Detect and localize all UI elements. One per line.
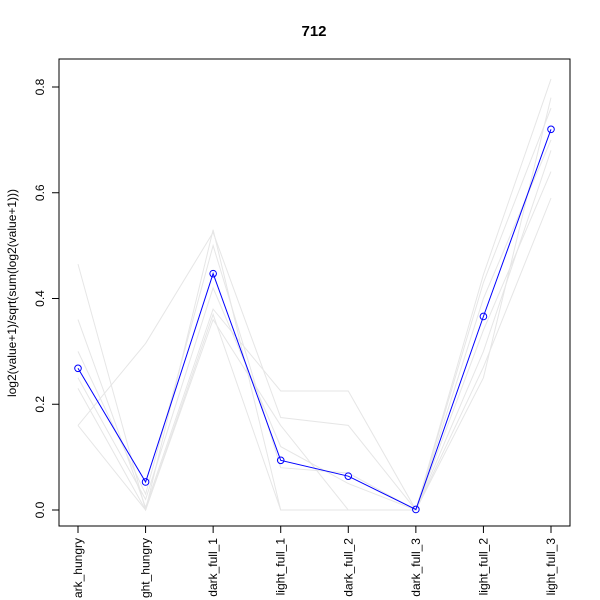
highlight-series-group (74, 125, 555, 514)
x-tick-label-dark_hungry: ark_hungry (71, 538, 85, 598)
highlight-point-light_full_1 (276, 456, 285, 465)
x-tick-label-dark_full_3: dark_full_3 (409, 538, 423, 597)
background-series-line-3 (77, 171, 552, 512)
background-series-line-5 (77, 107, 552, 512)
x-axis: ark_hungry ght_hungry dark_full_1 light_ful… (71, 525, 558, 598)
x-tick-label-light_full_1: light_full_1 (274, 538, 288, 596)
background-series-line-6 (77, 150, 552, 511)
highlight-point-light_full_2 (479, 312, 488, 321)
highlight-point-light_hungry (141, 478, 150, 486)
background-series-line-4 (77, 139, 552, 511)
background-series-group (77, 78, 552, 512)
highlight-series-line (77, 129, 552, 511)
x-tick-label-dark_full_2: dark_full_2 (341, 538, 355, 597)
highlight-point-dark_full_2 (344, 472, 353, 480)
y-tick-label: 0.2 (33, 396, 47, 413)
y-tick-label: 0.8 (33, 78, 47, 95)
background-series-line-2 (77, 97, 552, 511)
y-tick-label: 0.0 (33, 501, 47, 518)
highlight-point-dark_full_1 (209, 269, 217, 278)
x-tick-label-dark_full_1: dark_full_1 (206, 538, 220, 597)
background-series-line-1 (77, 197, 552, 512)
y-axis: 0.0 0.2 0.4 0.6 0.8 (33, 78, 60, 518)
y-tick-label: 0.6 (33, 184, 47, 201)
x-tick-label-light_full_3: light_full_3 (544, 538, 558, 596)
x-tick-label-light_full_2: light_full_2 (476, 538, 490, 596)
plot-frame (58, 58, 571, 527)
chart-title: 712 (301, 23, 326, 40)
highlight-point-dark_full_3 (412, 505, 420, 514)
highlight-point-dark_hungry (74, 364, 82, 373)
x-tick-label-light_hungry: ght_hungry (139, 538, 153, 598)
highlight-point-light_full_3 (547, 125, 555, 134)
y-axis-label: log2(value+1)/sqrt(sum(log2(value+1))) (5, 189, 19, 397)
y-tick-label: 0.4 (33, 290, 47, 307)
